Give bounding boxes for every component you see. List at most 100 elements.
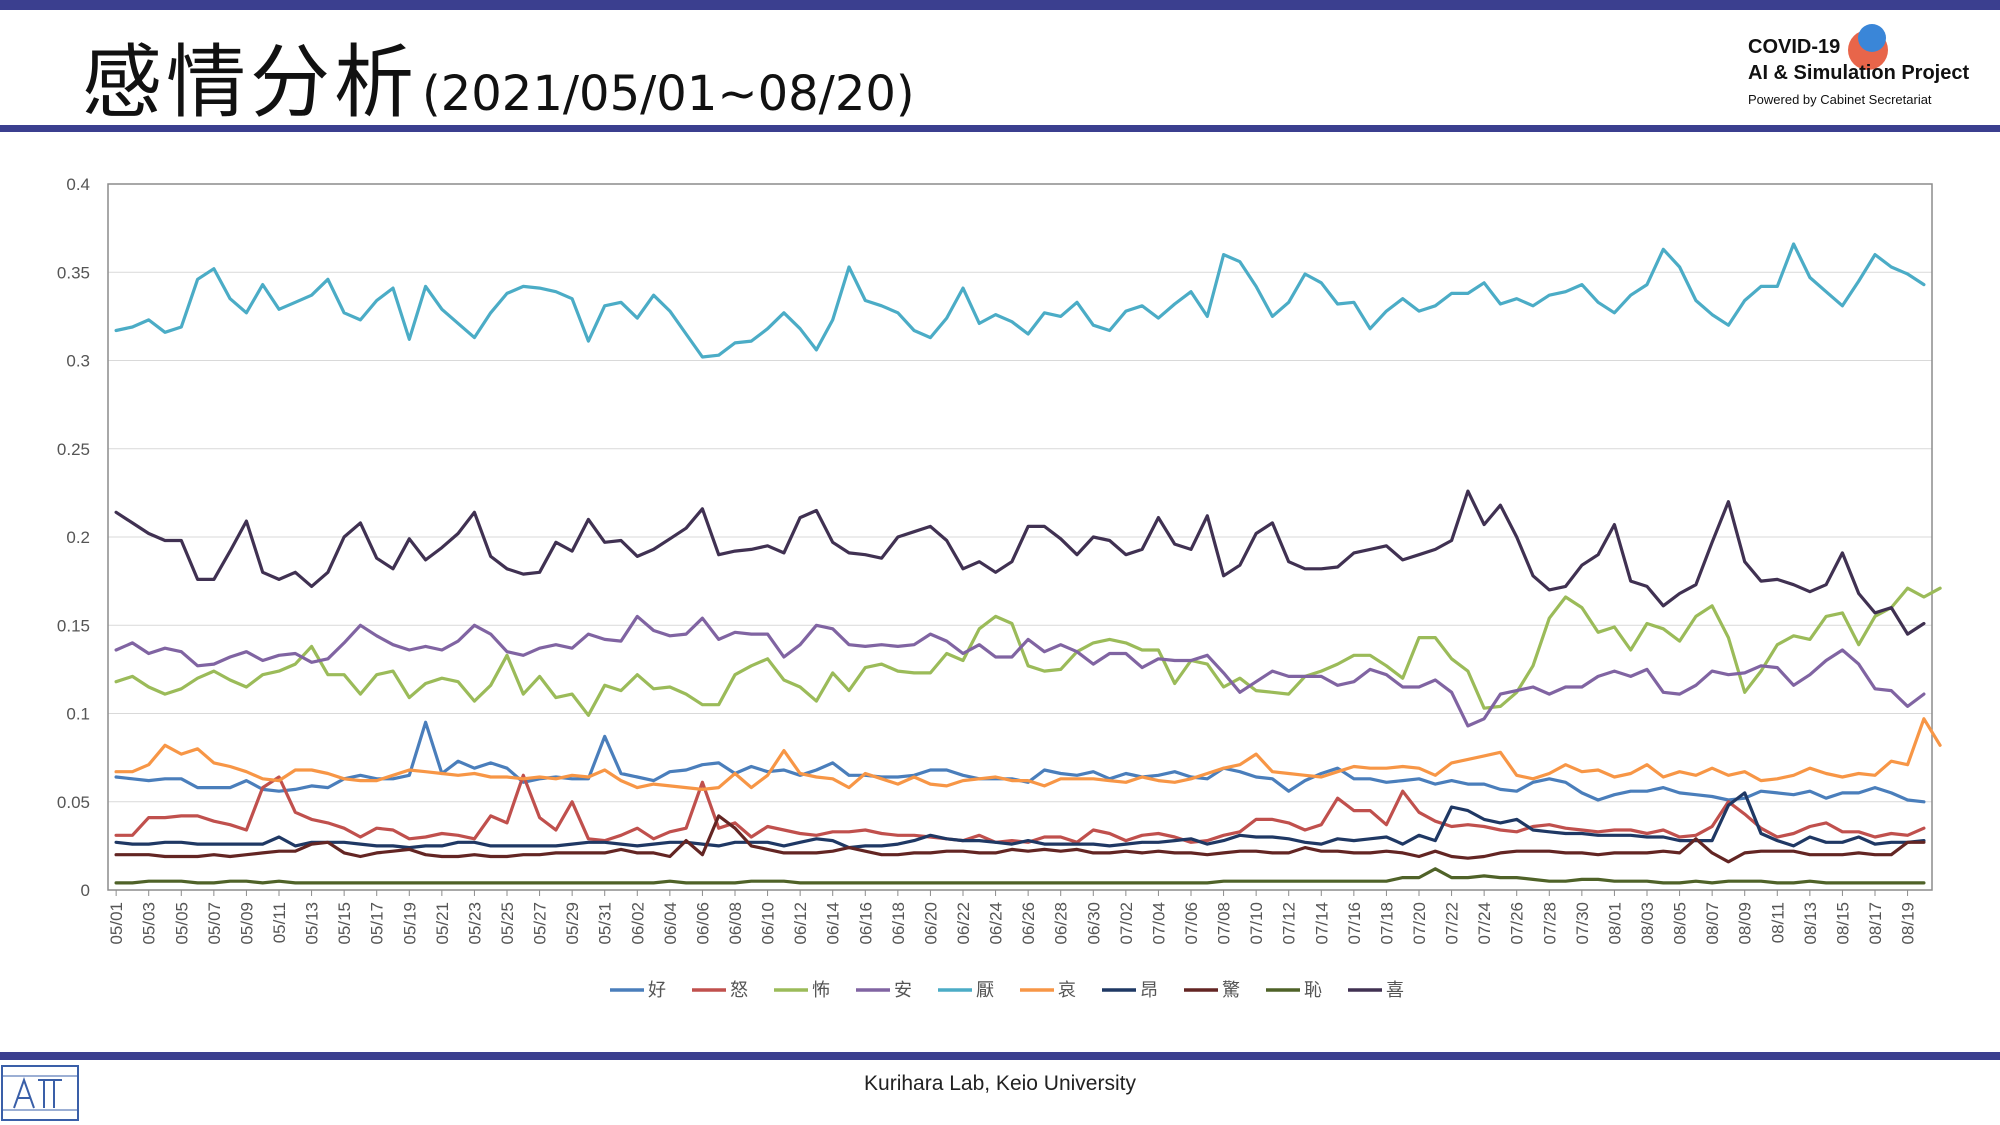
x-tick-label: 05/25: [498, 902, 517, 945]
x-tick-label: 06/02: [628, 902, 647, 945]
lab-logo-icon: [1, 1065, 79, 1121]
legend-label: 厭: [976, 980, 994, 1001]
y-tick-label: 0.15: [57, 616, 90, 635]
x-tick-label: 05/23: [465, 902, 484, 945]
title-divider: [0, 125, 2000, 132]
x-tick-label: 08/01: [1605, 902, 1624, 945]
legend-label: 安: [894, 980, 912, 1001]
series-line-昂: [114, 791, 1926, 850]
x-tick-label: 07/14: [1312, 902, 1331, 945]
y-tick-label: 0.1: [66, 705, 90, 724]
legend-label: 怒: [730, 980, 748, 1001]
page-title-main: 感情分析: [82, 36, 418, 129]
series-line-厭: [114, 242, 1926, 359]
x-tick-label: 06/18: [889, 902, 908, 945]
logo-line1: COVID-19: [1748, 36, 1841, 58]
x-tick-label: 07/26: [1508, 902, 1527, 945]
x-tick-label: 08/15: [1833, 902, 1852, 945]
x-tick-label: 05/07: [205, 902, 224, 945]
x-tick-label: 05/17: [368, 902, 387, 945]
x-tick-label: 07/12: [1280, 902, 1299, 945]
series-line-喜: [114, 489, 1926, 636]
series-line-安: [114, 614, 1926, 728]
x-tick-label: 05/31: [596, 902, 615, 945]
logo-line3: Powered by Cabinet Secretariat: [1748, 92, 1932, 107]
y-tick-label: 0.4: [66, 175, 90, 194]
top-accent-bar: [0, 0, 2000, 10]
x-tick-label: 06/30: [1084, 902, 1103, 945]
legend-label: 昂: [1140, 980, 1158, 1001]
series-line-好: [114, 720, 1926, 804]
x-tick-label: 06/10: [759, 902, 778, 945]
legend-label: 好: [648, 980, 666, 1001]
emotion-line-chart: 0 0.05 0.1 0.15 0.2 0.25 0.3 0.35 0.4 05/01 05/03 0…: [57, 175, 1942, 1001]
x-tick-label: 08/09: [1736, 902, 1755, 945]
x-tick-label: 06/04: [661, 902, 680, 945]
y-tick-label: 0.3: [66, 352, 90, 371]
x-tick-label: 05/03: [140, 902, 159, 945]
legend-label: 怖: [812, 980, 830, 1001]
x-tick-label: 07/04: [1149, 902, 1168, 945]
x-tick-label: 05/19: [400, 902, 419, 945]
x-tick-label: 08/19: [1899, 902, 1918, 945]
x-tick-label: 05/05: [172, 902, 191, 945]
x-tick-label: 06/08: [726, 902, 745, 945]
x-tick-label: 07/08: [1215, 902, 1234, 945]
x-tick-label: 07/16: [1345, 902, 1364, 945]
x-tick-label: 06/24: [987, 902, 1006, 945]
project-logo: COVID-19 AI & Simulation Project Powered…: [1748, 24, 1988, 124]
y-tick-label: 0.35: [57, 263, 90, 282]
y-tick-label: 0.05: [57, 793, 90, 812]
x-tick-label: 05/11: [270, 902, 289, 943]
x-tick-label: 05/09: [237, 902, 256, 945]
x-tick-label: 05/01: [107, 902, 126, 945]
footer-divider: [0, 1052, 2000, 1060]
x-tick-label: 08/13: [1801, 902, 1820, 945]
x-tick-label: 07/28: [1540, 902, 1559, 945]
series-line-驚: [114, 814, 1926, 864]
x-tick-label: 05/13: [303, 902, 322, 945]
legend-label: 驚: [1222, 980, 1240, 1001]
x-tick-label: 05/29: [563, 902, 582, 945]
x-tick-label: 06/26: [1019, 902, 1038, 945]
x-tick-label: 08/17: [1866, 902, 1885, 945]
x-tick-label: 06/14: [824, 902, 843, 945]
x-tick-label: 07/22: [1443, 902, 1462, 945]
x-tick-label: 07/02: [1117, 902, 1136, 945]
y-tick-label: 0.25: [57, 440, 90, 459]
x-tick-label: 06/16: [856, 902, 875, 945]
x-tick-label: 06/06: [693, 902, 712, 945]
plot-area-border: [107, 183, 1933, 891]
series-line-怒: [114, 773, 1926, 844]
x-tick-label: 06/22: [954, 902, 973, 945]
x-tick-label: 08/05: [1671, 902, 1690, 945]
legend-label: 恥: [1304, 980, 1322, 1001]
x-tick-label: 08/07: [1703, 902, 1722, 945]
y-tick-label: 0: [81, 881, 90, 900]
legend-label: 喜: [1386, 980, 1404, 1001]
x-tick-label: 08/03: [1638, 902, 1657, 945]
x-tick-label: 06/12: [791, 902, 810, 945]
x-tick-label: 07/24: [1475, 902, 1494, 945]
logo-blue-dot-icon: [1858, 24, 1886, 52]
x-tick-label: 05/21: [433, 902, 452, 945]
page-title: 感情分析(2021/05/01~08/20): [82, 18, 915, 134]
x-tick-label: 06/28: [1052, 902, 1071, 945]
logo-line2: AI & Simulation Project: [1748, 62, 1970, 84]
x-tick-label: 07/18: [1377, 902, 1396, 945]
x-tick-label: 07/30: [1573, 902, 1592, 945]
x-tick-label: 07/10: [1247, 902, 1266, 945]
series-line-恥: [114, 867, 1926, 885]
x-tick-label: 08/11: [1768, 902, 1787, 943]
series-line-怖: [114, 586, 1942, 717]
page-title-date-range: (2021/05/01~08/20): [422, 66, 915, 122]
x-tick-label: 05/15: [335, 902, 354, 945]
y-tick-label: 0.2: [66, 528, 90, 547]
series-line-哀: [114, 717, 1942, 792]
x-tick-label: 05/27: [531, 902, 550, 945]
footer-credit: Kurihara Lab, Keio University: [864, 1072, 1136, 1095]
x-tick-label: 07/06: [1182, 902, 1201, 945]
legend-label: 哀: [1058, 980, 1076, 1001]
x-tick-label: 06/20: [921, 902, 940, 945]
x-tick-label: 07/20: [1410, 902, 1429, 945]
